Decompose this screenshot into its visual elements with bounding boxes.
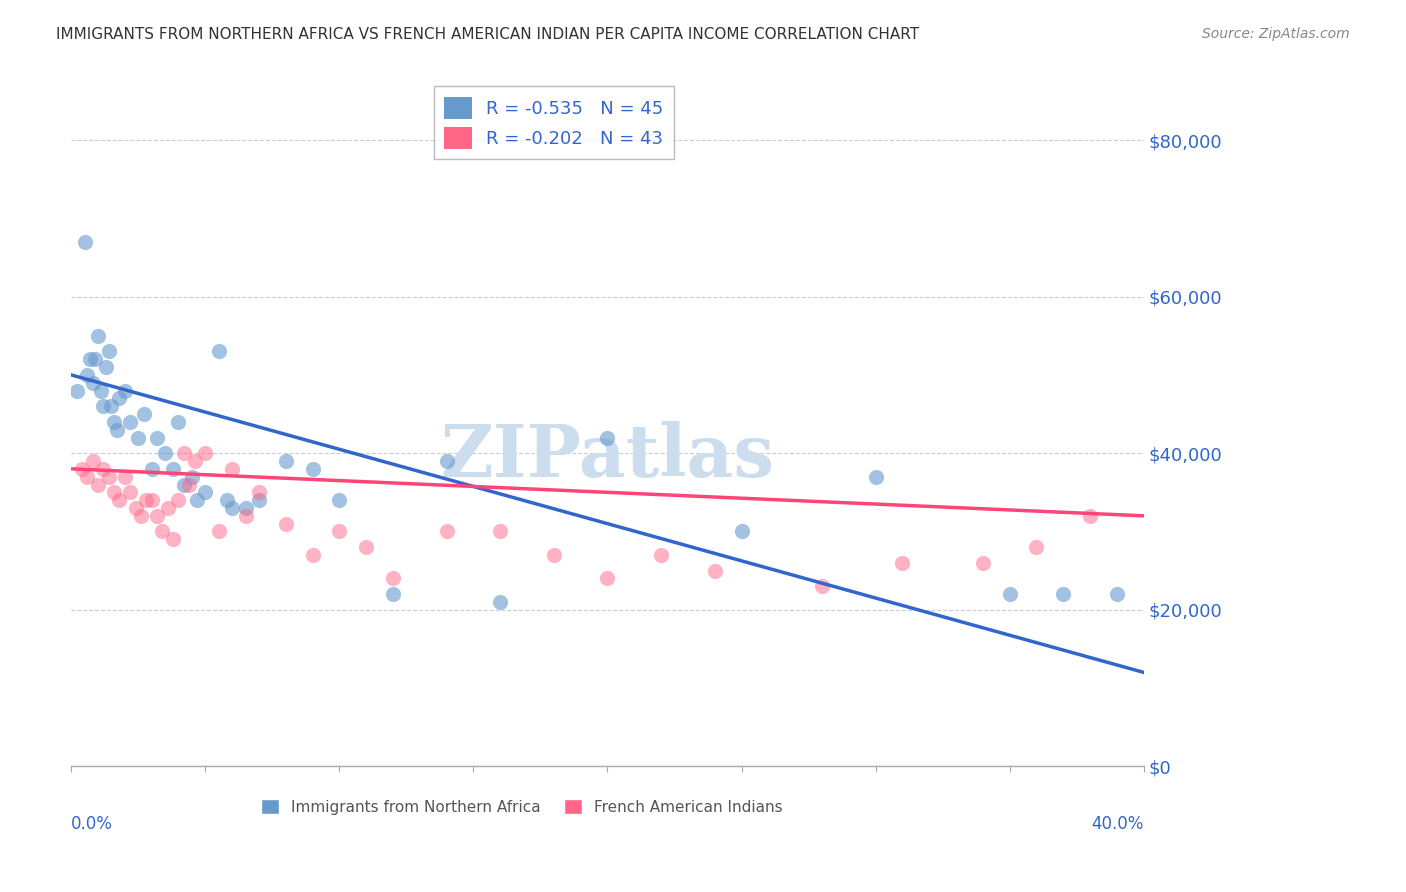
Point [381,587,404,601]
Point [127,431,149,445]
Point [65,384,87,398]
Point [173,446,195,460]
Point [221,462,243,476]
Point [153,446,176,460]
Point [650,548,672,562]
Point [865,469,887,483]
Point [90,384,112,398]
Point [301,462,323,476]
Point [1025,540,1047,554]
Point [76,469,98,483]
Point [208,344,231,359]
Point [703,564,725,578]
Point [167,415,190,429]
Point [76,368,98,382]
Point [730,524,752,539]
Point [108,392,131,406]
Point [84,352,107,367]
Point [180,469,202,483]
Text: Source: ZipAtlas.com: Source: ZipAtlas.com [1202,27,1350,41]
Point [94,360,117,375]
Point [73,235,96,249]
Point [215,493,238,508]
Point [194,485,217,500]
Text: 40.0%: 40.0% [1091,814,1143,832]
Point [173,477,195,491]
Point [152,524,174,539]
Point [100,399,122,413]
Text: 0.0%: 0.0% [72,814,112,832]
Point [120,415,142,429]
Point [1078,508,1101,523]
Point [70,462,93,476]
Point [183,454,205,468]
Point [108,493,131,508]
Point [124,500,146,515]
Point [167,493,190,508]
Point [247,485,270,500]
Point [146,508,169,523]
Point [354,540,377,554]
Point [97,469,120,483]
Point [381,571,404,585]
Point [114,469,136,483]
Point [194,446,217,460]
Point [596,571,619,585]
Point [543,548,565,562]
Point [105,423,128,437]
Point [179,477,201,491]
Point [97,344,120,359]
Point [328,524,350,539]
Point [186,493,208,508]
Point [132,407,155,421]
Point [274,454,297,468]
Point [79,352,101,367]
Point [221,500,243,515]
Point [156,500,179,515]
Point [489,595,512,609]
Text: ZIPatlas: ZIPatlas [440,421,775,491]
Point [596,431,619,445]
Text: IMMIGRANTS FROM NORTHERN AFRICA VS FRENCH AMERICAN INDIAN PER CAPITA INCOME CORR: IMMIGRANTS FROM NORTHERN AFRICA VS FRENC… [56,27,920,42]
Point [103,485,125,500]
Point [135,493,157,508]
Point [301,548,323,562]
Point [208,524,231,539]
Point [129,508,152,523]
Point [1105,587,1128,601]
Point [146,431,169,445]
Point [82,454,104,468]
Point [141,493,163,508]
Point [436,454,458,468]
Point [247,493,270,508]
Point [141,462,163,476]
Point [114,384,136,398]
Point [235,508,257,523]
Point [328,493,350,508]
Point [82,376,104,390]
Point [162,462,184,476]
Point [87,477,110,491]
Point [998,587,1021,601]
Point [162,533,184,547]
Point [274,516,297,531]
Point [93,462,115,476]
Legend: Immigrants from Northern Africa, French American Indians: Immigrants from Northern Africa, French … [254,792,789,821]
Point [972,556,994,570]
Point [436,524,458,539]
Point [120,485,142,500]
Point [891,556,914,570]
Point [87,328,110,343]
Point [103,415,125,429]
Point [93,399,115,413]
Point [811,579,834,593]
Point [489,524,512,539]
Point [235,500,257,515]
Point [1052,587,1074,601]
